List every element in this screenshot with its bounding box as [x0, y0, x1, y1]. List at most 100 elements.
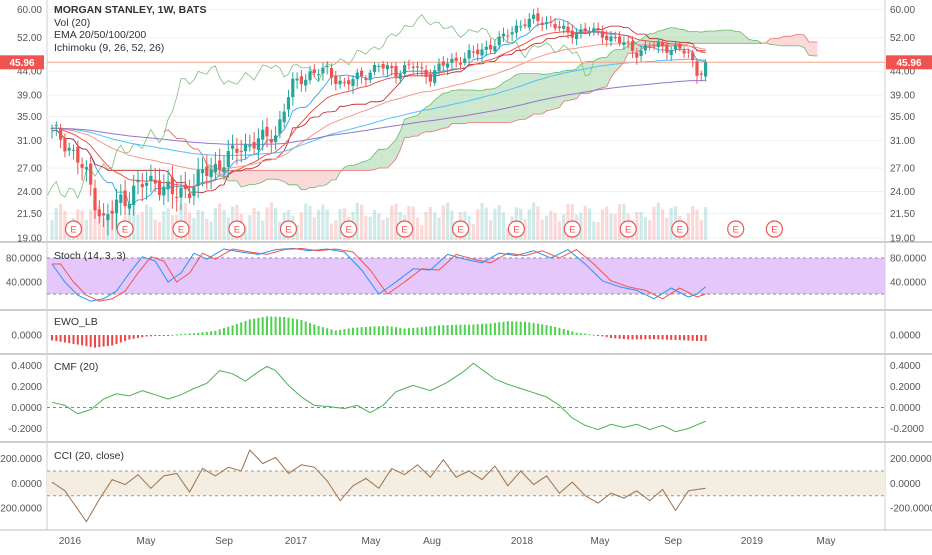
ewo-bar — [77, 335, 79, 345]
volume-bar — [253, 208, 256, 240]
candle-body — [536, 13, 539, 21]
ewo-bar — [408, 328, 410, 335]
volume-bar — [270, 202, 273, 240]
cloud-segment — [448, 90, 452, 127]
cloud-segment — [714, 31, 718, 44]
cloud-segment — [241, 170, 245, 187]
candle-body — [691, 52, 694, 60]
cloud-segment — [534, 74, 538, 115]
time-tick-label: Sep — [215, 536, 233, 547]
earnings-marker: E — [397, 221, 413, 237]
candle-body — [605, 36, 608, 40]
candle-body — [98, 210, 101, 217]
ewo-bar — [283, 317, 285, 335]
stoch-tick-left: 80.0000 — [6, 254, 43, 265]
ewo-bar — [210, 331, 212, 335]
cloud-segment — [551, 72, 555, 110]
ewo-bar — [262, 317, 264, 335]
ewo-bar — [180, 334, 182, 335]
candle-body — [386, 65, 389, 69]
volume-bar — [554, 213, 557, 240]
volume-bar — [425, 212, 428, 240]
candle-body — [287, 97, 290, 109]
ewo-bar — [133, 335, 135, 339]
candle-body — [412, 67, 415, 68]
candle-body — [622, 42, 625, 45]
volume-bar — [162, 211, 165, 240]
cloud-segment — [547, 74, 551, 111]
ewo-bar — [593, 335, 595, 336]
candle-body — [468, 50, 471, 58]
ewo-bar — [429, 326, 431, 335]
volume-bar — [704, 207, 707, 240]
cloud-segment — [542, 74, 546, 114]
ewo-bar — [404, 328, 406, 335]
ewo-tick-right: 0.0000 — [890, 331, 921, 342]
volume-bar — [605, 207, 608, 240]
ewo-bar — [619, 335, 621, 339]
time-tick-label: 2019 — [741, 536, 764, 547]
cloud-segment — [375, 149, 379, 169]
earnings-marker: E — [229, 221, 245, 237]
cloud-segment — [276, 170, 280, 180]
volume-bar — [360, 204, 363, 240]
cloud-segment — [250, 170, 254, 184]
candle-body — [459, 63, 462, 65]
cloud-segment — [796, 34, 800, 46]
cloud-segment — [585, 61, 589, 93]
volume-bar — [609, 214, 612, 240]
ewo-label: EWO_LB — [54, 316, 98, 328]
volume-bar — [640, 212, 643, 240]
ewo-bar — [541, 324, 543, 335]
ewo-bar — [399, 328, 401, 335]
candle-body — [76, 147, 79, 163]
ewo-bar — [644, 335, 646, 339]
volume-bar — [330, 223, 333, 240]
ewo-bar — [692, 335, 694, 341]
candle-body — [700, 74, 703, 75]
candle-body — [670, 50, 673, 55]
volume-bar — [59, 204, 62, 240]
ewo-bar — [193, 333, 195, 335]
candle-body — [541, 23, 544, 25]
candle-body — [72, 150, 75, 151]
candle-body — [683, 50, 686, 53]
ewo-bar — [524, 322, 526, 335]
ewo-bar — [438, 325, 440, 335]
price-tag-right-text: 45.96 — [896, 58, 921, 69]
candle-body — [296, 79, 299, 81]
candle-body — [463, 58, 466, 63]
volume-bar — [382, 220, 385, 240]
cloud-segment — [482, 89, 486, 122]
cloud-segment — [809, 42, 813, 56]
volume-bar — [265, 207, 268, 240]
candle-body — [167, 181, 170, 189]
candle-body — [227, 151, 230, 167]
volume-bar — [222, 210, 225, 240]
ema-200-line — [52, 80, 706, 144]
ewo-bar — [176, 334, 178, 335]
volume-bar — [210, 222, 213, 240]
ewo-bar — [292, 319, 294, 336]
ewo-bar — [520, 322, 522, 335]
price-tick-left: 35.00 — [17, 112, 42, 123]
candle-body — [102, 213, 105, 215]
time-tick-label: Aug — [423, 536, 441, 547]
candle-body — [334, 76, 337, 84]
volume-bar — [158, 222, 161, 240]
time-tick-label: 2018 — [511, 536, 534, 547]
volume-bar — [89, 210, 92, 240]
ewo-bar — [627, 335, 629, 340]
cloud-segment — [430, 100, 434, 132]
volume-bar — [528, 209, 531, 240]
candle-body — [351, 79, 354, 86]
volume-bar — [545, 215, 548, 240]
earnings-marker: E — [281, 221, 297, 237]
cloud-segment — [452, 90, 456, 124]
cmf-tick-right: 0.4000 — [890, 361, 921, 372]
ewo-bar — [417, 328, 419, 336]
ewo-bar — [533, 323, 535, 335]
legend-volume: Vol (20) — [54, 17, 206, 30]
ewo-bar — [597, 335, 599, 336]
cloud-segment — [676, 28, 680, 46]
